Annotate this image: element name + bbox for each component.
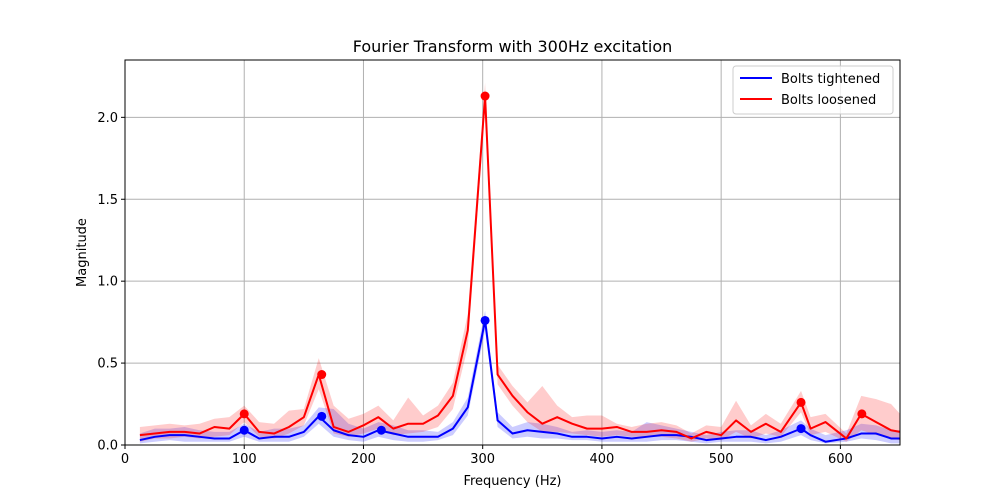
x-tick-label: 0 xyxy=(121,452,129,467)
axis-ticks: 0 100 200 300 400 500 600 0.0 0.5 1.0 1.5 2.0 xyxy=(97,111,852,467)
x-axis-label: Frequency (Hz) xyxy=(463,474,561,489)
y-axis-label: Magnitude xyxy=(75,218,90,287)
peak-point-series-1 xyxy=(857,409,867,419)
x-tick-label: 600 xyxy=(828,452,853,467)
peak-markers xyxy=(239,91,867,435)
line-series-1 xyxy=(139,95,901,440)
y-tick-label: 0.5 xyxy=(97,357,118,372)
legend-label-tightened: Bolts tightened xyxy=(781,72,880,87)
legend-box xyxy=(732,65,894,115)
peak-point-series-0 xyxy=(796,424,806,434)
confidence-bands xyxy=(139,82,901,444)
legend-label-loosened: Bolts loosened xyxy=(781,93,876,108)
peak-point-series-0 xyxy=(480,315,490,325)
y-tick-label: 1.5 xyxy=(97,193,118,208)
y-tick-label: 0.0 xyxy=(97,439,118,454)
x-tick-label: 100 xyxy=(232,452,257,467)
peak-point-series-0 xyxy=(376,425,386,435)
line-series-0 xyxy=(139,319,900,443)
peak-point-series-1 xyxy=(239,409,249,419)
x-tick-label: 200 xyxy=(351,452,376,467)
x-tick-label: 500 xyxy=(709,452,734,467)
peak-point-series-0 xyxy=(239,425,249,435)
y-tick-label: 1.0 xyxy=(97,275,118,290)
series-lines xyxy=(139,95,901,443)
plot-frame xyxy=(124,59,901,446)
peak-point-series-1 xyxy=(317,370,327,380)
peak-point-series-0 xyxy=(317,411,327,421)
legend: Bolts tightened Bolts loosened xyxy=(732,65,894,115)
band-series-0 xyxy=(139,310,901,444)
peak-point-series-1 xyxy=(796,397,806,407)
chart-title: Fourier Transform with 300Hz excitation xyxy=(353,37,673,56)
x-tick-label: 400 xyxy=(590,452,615,467)
x-tick-label: 300 xyxy=(470,452,495,467)
peak-point-series-1 xyxy=(480,91,490,101)
y-tick-label: 2.0 xyxy=(97,111,118,126)
